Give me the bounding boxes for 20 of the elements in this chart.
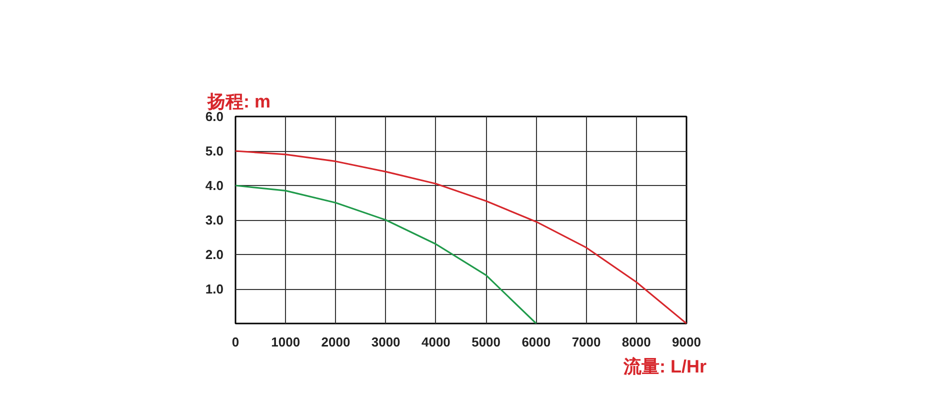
x-tick-label: 0 <box>232 334 240 350</box>
x-tick-label: 9000 <box>672 334 701 350</box>
x-tick-label: 6000 <box>522 334 551 350</box>
x-tick-label: 1000 <box>271 334 300 350</box>
y-tick-label: 6.0 <box>205 109 224 124</box>
x-tick-label: 8000 <box>622 334 651 350</box>
line-series <box>236 150 686 324</box>
y-tick-label: 4.0 <box>205 178 224 193</box>
x-tick-label: 7000 <box>572 334 601 350</box>
x-axis-title: 流量: L/Hr <box>622 356 707 376</box>
x-tick-label: 2000 <box>321 334 350 350</box>
x-tick-label: 3000 <box>371 334 400 350</box>
x-tick-label: 4000 <box>421 334 450 350</box>
y-tick-label: 2.0 <box>205 247 224 262</box>
y-tick-label: 3.0 <box>205 212 224 228</box>
y-axis-title: 扬程: m <box>206 92 270 112</box>
x-tick-label: 5000 <box>472 334 501 350</box>
y-tick-label: 1.0 <box>205 282 224 296</box>
line-series <box>236 184 537 324</box>
y-tick-label: 5.0 <box>205 144 224 158</box>
